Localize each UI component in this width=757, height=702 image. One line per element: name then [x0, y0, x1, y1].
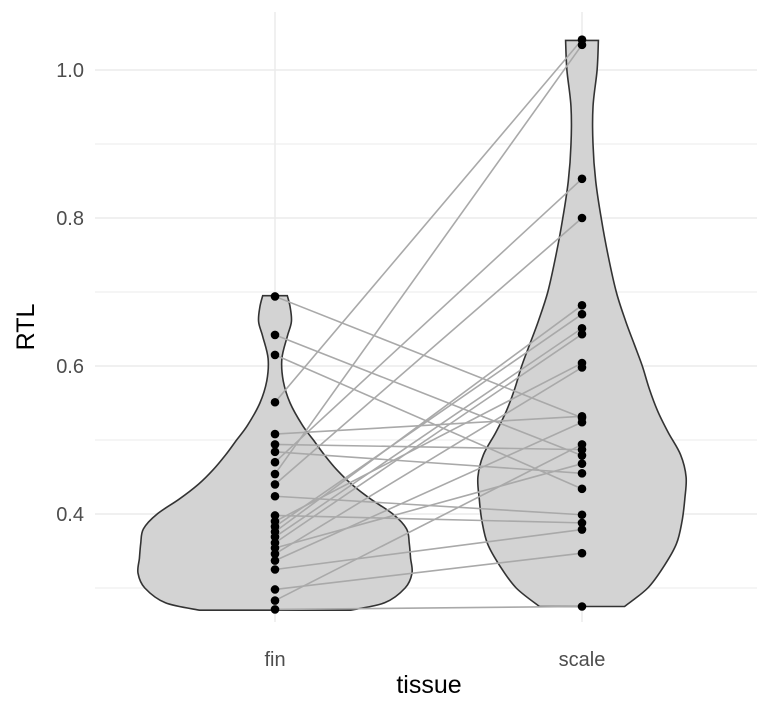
- data-point-fin: [270, 292, 280, 301]
- pair-line: [274, 462, 583, 549]
- y-axis-title: RTL: [12, 304, 40, 351]
- pair-line: [274, 366, 583, 555]
- pair-line: [274, 605, 583, 611]
- pair-line: [274, 295, 583, 419]
- data-point-scale: [577, 40, 587, 50]
- data-point-fin: [270, 556, 280, 565]
- data-point-fin: [270, 605, 280, 614]
- y-tick-label: 1.0: [56, 60, 84, 82]
- x-tick-labels: fin scale: [264, 649, 605, 671]
- data-point-scale: [577, 440, 587, 449]
- data-point-scale: [577, 323, 587, 333]
- data-point-fin: [270, 397, 280, 407]
- pair-line: [274, 443, 583, 602]
- pair-line: [274, 178, 583, 463]
- pair-line: [274, 39, 583, 403]
- data-point-fin: [270, 330, 280, 340]
- data-point-fin: [270, 429, 280, 439]
- data-point-scale: [577, 518, 587, 528]
- pair-line: [274, 217, 583, 486]
- data-point-scale: [577, 602, 587, 611]
- data-point-fin: [270, 480, 280, 489]
- y-tick-label: 0.8: [56, 208, 84, 230]
- pair-line: [274, 313, 583, 528]
- violin-scale: [476, 39, 688, 608]
- data-point-scale: [577, 301, 587, 310]
- data-point-scale: [577, 525, 587, 534]
- data-point-scale: [577, 459, 587, 468]
- pair-line: [274, 421, 583, 562]
- data-point-fin: [270, 543, 280, 553]
- data-points: [270, 35, 587, 614]
- pair-line: [274, 415, 583, 435]
- data-point-fin: [270, 532, 280, 542]
- data-point-fin: [270, 447, 280, 457]
- data-point-scale: [577, 484, 587, 494]
- data-point-scale: [577, 412, 587, 421]
- pair-line: [274, 443, 583, 451]
- data-point-scale: [577, 174, 587, 184]
- pair-line: [274, 327, 583, 538]
- pair-line: [274, 333, 583, 544]
- data-point-fin: [270, 549, 280, 559]
- pair-line: [274, 528, 583, 571]
- data-point-scale: [577, 329, 587, 339]
- data-point-fin: [270, 457, 280, 467]
- data-point-scale: [577, 510, 587, 520]
- data-point-scale: [577, 548, 587, 558]
- y-tick-label: 0.4: [56, 504, 84, 526]
- data-point-fin: [270, 469, 280, 479]
- pair-line: [274, 354, 583, 490]
- x-tick-label-scale: scale: [559, 649, 606, 671]
- pair-line: [274, 304, 583, 533]
- data-point-scale: [577, 469, 587, 478]
- data-point-scale: [577, 309, 587, 319]
- data-point-fin: [270, 565, 280, 574]
- data-point-fin: [270, 585, 280, 594]
- data-point-scale: [577, 213, 587, 223]
- y-tick-label: 0.6: [56, 356, 84, 378]
- pair-line: [274, 552, 583, 591]
- pair-line: [274, 514, 583, 524]
- data-point-fin: [270, 596, 280, 605]
- x-axis-title: tissue: [396, 671, 461, 699]
- data-point-scale: [577, 417, 587, 427]
- violins: [136, 39, 688, 611]
- x-tick-label-fin: fin: [264, 649, 285, 671]
- data-point-scale: [577, 451, 587, 460]
- data-point-fin: [270, 491, 280, 501]
- pair-line: [274, 44, 583, 475]
- pair-line: [274, 334, 583, 457]
- pair-lines: [274, 39, 583, 611]
- data-point-fin: [270, 511, 280, 520]
- y-tick-labels: 0.4 0.6 0.8 1.0: [56, 60, 84, 526]
- data-point-fin: [270, 440, 280, 449]
- data-point-scale: [577, 363, 587, 372]
- data-point-fin: [270, 350, 280, 360]
